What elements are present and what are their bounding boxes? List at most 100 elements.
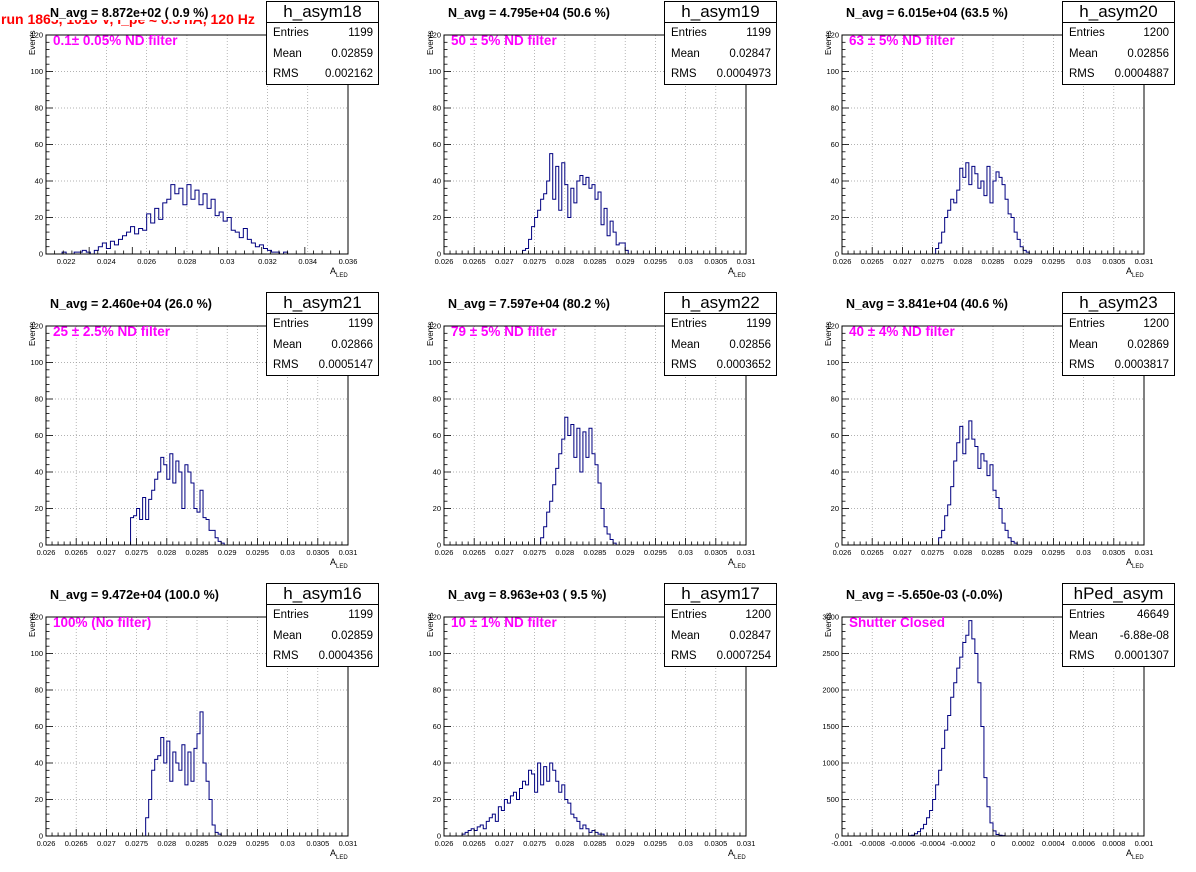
y-tick-label: 0: [437, 250, 441, 259]
histogram-panel-hPed_asym: -0.001 -0.0008 -0.0006 -0.0004 -0.0002 0 0.000…: [796, 582, 1194, 872]
y-tick-label: 100: [30, 67, 43, 76]
navg-label: N_avg = 6.015e+04 (63.5 %): [846, 6, 1008, 20]
x-tick-label: 0.028: [555, 257, 574, 266]
x-tick-label: 0.029: [1014, 548, 1033, 557]
x-tick-label: 0.0285: [982, 257, 1005, 266]
x-tick-label: 0.026: [833, 257, 852, 266]
y-tick-label: 100: [826, 358, 839, 367]
x-tick-label: 0.0265: [861, 257, 884, 266]
y-tick-label: 100: [428, 358, 441, 367]
x-tick-label: 0.0275: [125, 548, 148, 557]
x-tick-label: 0.031: [737, 839, 756, 848]
stats-label-rms: RMS: [1069, 650, 1095, 662]
x-axis-label: ALED: [330, 266, 348, 279]
x-tick-label: 0.0295: [1042, 548, 1065, 557]
x-tick-label: 0.0305: [704, 548, 727, 557]
y-axis-label: Events: [426, 612, 435, 637]
stats-label-rms: RMS: [1069, 359, 1095, 371]
stats-value-entries: 1199: [348, 609, 373, 621]
y-tick-label: 80: [433, 686, 441, 695]
stats-row-rms: RMS 0.0004356: [267, 646, 378, 667]
stats-value-entries: 1199: [746, 27, 771, 39]
stats-row-entries: Entries 1199: [267, 605, 378, 626]
x-tick-label: 0.028: [178, 257, 197, 266]
y-tick-label: 0: [835, 250, 839, 259]
stats-label-rms: RMS: [1069, 68, 1095, 80]
y-tick-label: 0: [39, 541, 43, 550]
stats-row-entries: Entries 1200: [665, 605, 776, 626]
x-tick-label: 0.0285: [584, 839, 607, 848]
y-tick-label: 20: [433, 795, 441, 804]
y-tick-label: 0: [437, 541, 441, 550]
x-tick-label: 0.028: [157, 548, 176, 557]
stats-label-entries: Entries: [671, 318, 707, 330]
y-tick-label: 40: [433, 177, 441, 186]
stats-label-entries: Entries: [273, 609, 309, 621]
stats-value-rms: 0.002162: [325, 68, 373, 80]
x-tick-label: 0.026: [435, 548, 454, 557]
x-tick-label: 0.026: [435, 839, 454, 848]
histogram-panel-h_asym19: 0.026 0.0265 0.027 0.0275 0.028 0.0285 0.029 0.…: [398, 0, 796, 290]
stats-row-rms: RMS 0.0003652: [665, 355, 776, 376]
stats-box: h_asym23 Entries 1200 Mean 0.02869 RMS 0.00038…: [1062, 292, 1175, 376]
stats-row-rms: RMS 0.0007254: [665, 646, 776, 667]
stats-row-entries: Entries 1199: [267, 23, 378, 44]
stats-value-entries: 1199: [746, 318, 771, 330]
stats-label-mean: Mean: [1069, 629, 1098, 642]
stats-label-mean: Mean: [273, 629, 302, 642]
x-tick-label: 0.0295: [644, 548, 667, 557]
stats-label-mean: Mean: [671, 338, 700, 351]
stats-label-rms: RMS: [273, 68, 299, 80]
stats-row-mean: Mean 0.02859: [267, 626, 378, 647]
x-tick-label: 0.029: [218, 839, 237, 848]
y-tick-label: 2000: [822, 686, 839, 695]
y-tick-label: 60: [433, 140, 441, 149]
x-axis-label-main: A: [1126, 557, 1133, 567]
y-tick-label: 80: [433, 395, 441, 404]
x-tick-label: 0.001: [1135, 839, 1154, 848]
stats-row-mean: Mean -6.88e-08: [1063, 626, 1174, 647]
x-axis-label-main: A: [330, 848, 337, 858]
x-tick-label: 0.022: [57, 257, 76, 266]
histogram-plot: 0.022 0.024 0.026 0.028 0.03 0.032 0.034 0.036 0…: [30, 31, 357, 267]
stats-value-mean: 0.02866: [331, 338, 373, 351]
y-tick-label: 60: [433, 431, 441, 440]
histogram-line: [130, 453, 225, 545]
x-tick-label: 0.0305: [306, 839, 329, 848]
histogram-panel-h_asym18: 0.022 0.024 0.026 0.028 0.03 0.032 0.034 0.036 0…: [0, 0, 398, 290]
navg-label: N_avg = 9.472e+04 (100.0 %): [50, 588, 219, 602]
y-tick-label: 40: [35, 468, 43, 477]
navg-label: N_avg = 3.841e+04 (40.6 %): [846, 297, 1008, 311]
stats-label-mean: Mean: [273, 338, 302, 351]
y-tick-label: 0: [437, 832, 441, 841]
x-axis-label: ALED: [728, 848, 746, 861]
stats-label-rms: RMS: [273, 650, 299, 662]
histogram-line: [522, 153, 629, 254]
x-tick-label: 0.027: [97, 548, 116, 557]
y-tick-label: 120: [30, 31, 43, 40]
x-tick-label: 0.027: [893, 257, 912, 266]
x-tick-label: 0.026: [137, 257, 156, 266]
x-tick-label: 0.028: [555, 548, 574, 557]
x-axis-label-subscript: LED: [336, 854, 348, 861]
stats-row-rms: RMS 0.0001307: [1063, 646, 1174, 667]
stats-label-mean: Mean: [273, 47, 302, 60]
stats-row-mean: Mean 0.02856: [665, 335, 776, 356]
x-axis-label-subscript: LED: [734, 563, 746, 570]
y-tick-label: 40: [35, 759, 43, 768]
filter-label: 10 ± 1% ND filter: [451, 615, 557, 630]
x-axis-label: ALED: [1126, 266, 1144, 279]
y-tick-label: 20: [35, 504, 43, 513]
stats-label-rms: RMS: [671, 650, 697, 662]
x-tick-label: 0.034: [298, 257, 317, 266]
stats-label-entries: Entries: [1069, 609, 1105, 621]
histogram-panel-h_asym17: 0.026 0.0265 0.027 0.0275 0.028 0.0285 0.029 0.…: [398, 582, 796, 872]
filter-label: Shutter Closed: [849, 615, 946, 630]
x-tick-label: 0.026: [435, 257, 454, 266]
stats-row-mean: Mean 0.02847: [665, 626, 776, 647]
y-tick-label: 40: [831, 468, 839, 477]
x-tick-label: 0.031: [339, 548, 358, 557]
stats-value-rms: 0.0004973: [716, 68, 771, 80]
stats-label-rms: RMS: [671, 68, 697, 80]
stats-row-rms: RMS 0.0004887: [1063, 64, 1174, 85]
